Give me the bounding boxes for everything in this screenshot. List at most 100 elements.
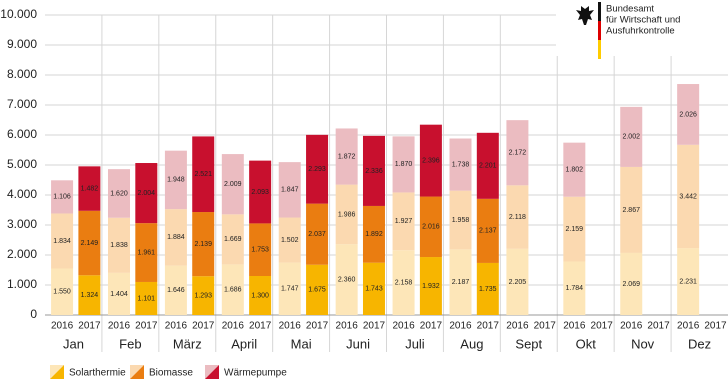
value-label: 1.686 (224, 287, 242, 294)
value-label: 2.069 (622, 281, 640, 288)
bar-segment (78, 210, 101, 276)
value-label: 1.482 (81, 185, 99, 192)
bar-segment (278, 162, 301, 218)
value-label: 2.004 (138, 190, 156, 197)
bar-segment (107, 217, 130, 273)
bar-segment (476, 198, 499, 263)
x-tick-label: Okt (576, 336, 597, 351)
bar-segment (476, 132, 499, 199)
legend-label: Biomasse (149, 368, 193, 379)
y-tick-label: 0 (30, 307, 37, 321)
y-tick-label: 1.000 (7, 277, 37, 291)
group-label: 2017 (477, 321, 500, 332)
value-label: 2.026 (679, 111, 697, 118)
y-tick-label: 9.000 (7, 37, 37, 51)
x-tick-label: Mai (291, 336, 312, 351)
bar-segment (51, 268, 74, 315)
legend-swatch (130, 365, 144, 379)
value-label: 1.847 (281, 187, 299, 194)
value-label: 2.149 (81, 240, 99, 247)
flag-stripe (598, 21, 601, 40)
value-label: 1.838 (110, 242, 128, 249)
value-label: 2.139 (194, 241, 212, 248)
value-label: 2.137 (479, 228, 497, 235)
value-label: 2.231 (679, 278, 697, 285)
bar-segment (135, 223, 158, 282)
value-label: 1.293 (194, 292, 212, 299)
bar-segment (449, 138, 472, 191)
y-tick-label: 8.000 (7, 67, 37, 81)
grid (45, 14, 728, 352)
value-label: 2.205 (509, 279, 527, 286)
group-label: 2016 (336, 321, 359, 332)
value-label: 1.620 (110, 190, 128, 197)
bar-segment (51, 180, 74, 214)
value-label: 1.743 (365, 286, 383, 293)
x-tick-label: Feb (119, 336, 141, 351)
value-label: 2.009 (224, 181, 242, 188)
bar-segment (419, 196, 442, 258)
value-label: 1.948 (167, 177, 185, 184)
bar-segment (135, 281, 158, 315)
y-tick-label: 6.000 (7, 127, 37, 141)
group-label: 2017 (249, 321, 272, 332)
bar-segment (164, 265, 187, 315)
value-label: 3.442 (679, 193, 697, 200)
value-label: 2.002 (622, 134, 640, 141)
y-tick-label: 2.000 (7, 247, 37, 261)
group-label: 2017 (591, 321, 614, 332)
bar-segment (221, 264, 244, 315)
value-label: 2.016 (422, 224, 440, 231)
value-label: 1.986 (338, 211, 356, 218)
bar-segment (135, 163, 158, 224)
bar-segment (192, 212, 215, 277)
value-label: 1.872 (338, 153, 356, 160)
value-label: 2.172 (509, 150, 527, 157)
group-label: 2016 (449, 321, 472, 332)
bar-segment (392, 136, 415, 193)
bar-segment (392, 192, 415, 251)
bar-segment (392, 250, 415, 315)
bar-segment (164, 150, 187, 210)
x-tick-label: April (231, 336, 257, 351)
y-tick-label: 7.000 (7, 97, 37, 111)
value-label: 1.958 (452, 217, 470, 224)
value-label: 1.892 (365, 231, 383, 238)
bar-segment (677, 144, 700, 249)
x-tick-label: März (173, 336, 202, 351)
x-tick-label: Dez (688, 336, 711, 351)
value-label: 1.802 (566, 167, 584, 174)
group-label: 2016 (222, 321, 245, 332)
value-label: 1.870 (395, 161, 413, 168)
bar-segment (278, 262, 301, 315)
bar-segment (620, 106, 643, 167)
group-label: 2017 (534, 321, 557, 332)
value-label: 2.360 (338, 276, 356, 283)
y-tick-label: 3.000 (7, 217, 37, 231)
value-label: 1.753 (251, 247, 269, 254)
group-label: 2017 (306, 321, 329, 332)
bar-segment (164, 209, 187, 266)
bar-segment (221, 214, 244, 265)
bar-segment (78, 275, 101, 315)
bar-segment (419, 124, 442, 197)
bar-segment (449, 190, 472, 250)
bar-segment (449, 249, 472, 315)
x-tick-label: Juli (405, 336, 425, 351)
value-label: 1.784 (566, 285, 584, 292)
bar-segment (107, 272, 130, 315)
bar-segment (677, 248, 700, 315)
value-label: 1.404 (110, 291, 128, 298)
bars (51, 84, 700, 315)
value-label: 1.738 (452, 161, 470, 168)
value-label: 2.396 (422, 157, 440, 164)
bar-segment (335, 244, 358, 315)
labels: 0 1.000 2.000 3.000 4.000 5.000 6.000 7.000 8.00… (0, 7, 727, 379)
group-label: 2017 (363, 321, 386, 332)
x-tick-label: Nov (631, 336, 655, 351)
group-label: 2017 (78, 321, 101, 332)
value-label: 1.675 (308, 287, 326, 294)
x-tick-label: Aug (460, 336, 483, 351)
bar-segment (278, 217, 301, 263)
